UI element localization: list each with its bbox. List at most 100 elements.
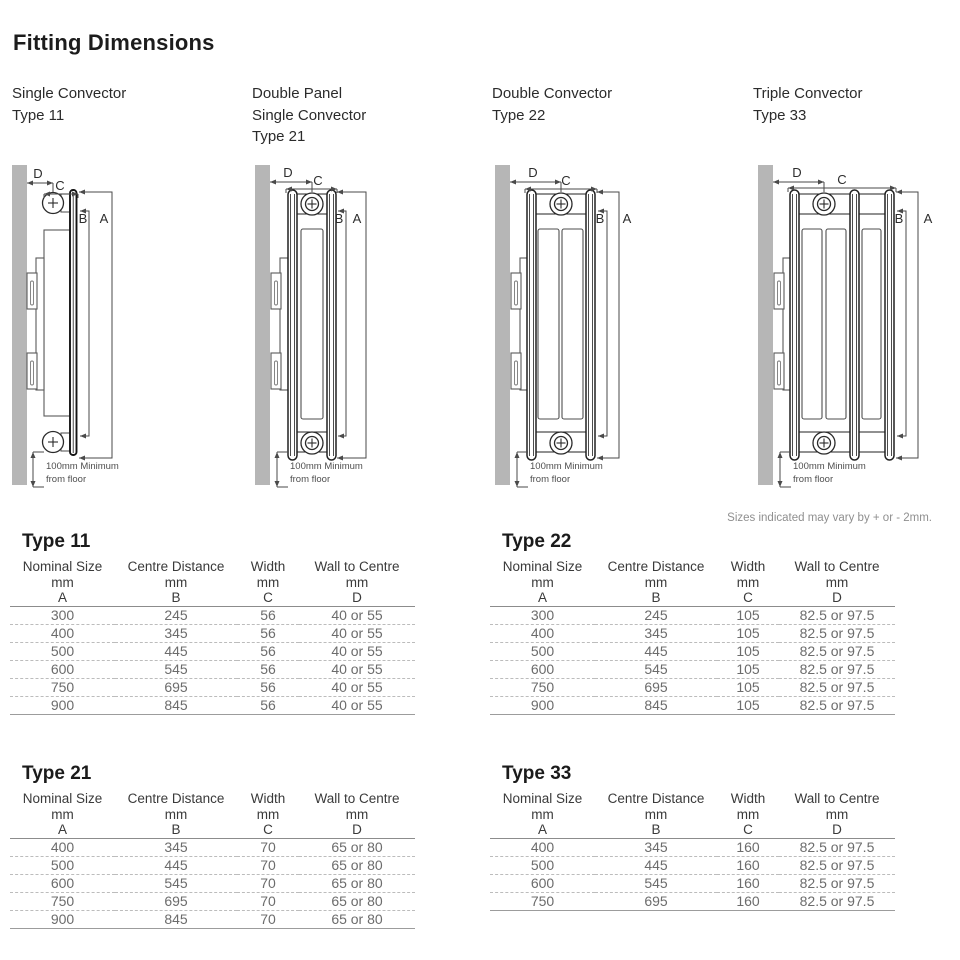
wall-bracket	[26, 229, 71, 417]
table-cell: 695	[595, 891, 717, 910]
table-cell: 900	[490, 695, 595, 714]
table-cell: 160	[717, 855, 779, 874]
col-header-nominal-size: Nominal Size mm A	[10, 791, 115, 839]
dimension-annotations: D C B A	[27, 166, 113, 461]
table-cell: 245	[644, 606, 668, 623]
radiator-panel	[326, 189, 337, 461]
floor-clearance: 100mm Minimum from floor	[274, 451, 363, 488]
table-cell: 56	[237, 623, 299, 642]
heading-line: Type 21	[252, 128, 306, 145]
table-cell: 445	[115, 855, 237, 874]
table-row: 750 695 160 82.5 or 97.5	[490, 891, 895, 910]
table-cell: 500	[10, 641, 115, 660]
table-cell: 40 or 55	[299, 641, 415, 660]
table-cell: 56	[237, 641, 299, 660]
floor-clearance: 100mm Minimum from floor	[777, 451, 866, 488]
tolerance-note: Sizes indicated may vary by + or - 2mm.	[727, 512, 932, 524]
table-row: 750 695 105 82.5 or 97.5	[490, 677, 895, 696]
table-cell: 545	[115, 873, 237, 892]
dim-label-a: A	[353, 211, 362, 226]
table-cell: 160	[736, 838, 760, 855]
table-cell: 40 or 55	[299, 677, 415, 696]
table-header: Nominal Size mm A Centre Distance mm B W…	[10, 559, 415, 607]
heading-type11: Single Convector Type 11	[12, 83, 126, 126]
table-cell: 445	[595, 855, 717, 874]
table-header: Nominal Size mm A Centre Distance mm B W…	[10, 791, 415, 839]
table-row: 600 545 105 82.5 or 97.5	[490, 659, 895, 678]
table-cell: 845	[595, 695, 717, 714]
heading-type22: Double Convector Type 22	[492, 83, 612, 126]
table-cell: 400	[50, 838, 75, 855]
col-header-width: Width mm C	[717, 559, 779, 607]
dimension-annotations: D C B A	[270, 165, 367, 461]
table-cell: 105	[717, 623, 779, 642]
table-body: 400 345 160 82.5 or 97.5 500 445 160 82.5 or 97…	[490, 838, 895, 910]
table-row: 750 695 70 65 or 80	[10, 891, 415, 910]
table-cell: 245	[164, 606, 188, 623]
table-cell: 105	[717, 695, 779, 714]
col-header-wall-to-centre: Wall to Centre mm D	[779, 791, 895, 839]
table-cell: 105	[717, 677, 779, 696]
table-row: 900 845 56 40 or 55	[10, 695, 415, 714]
table-cell: 105	[717, 641, 779, 660]
table-cell: 900	[10, 695, 115, 714]
convector-fin	[861, 228, 882, 420]
table-cell: 82.5 or 97.5	[779, 695, 895, 714]
diagram-type11: D C B A 100mm Minimum from floor	[12, 165, 119, 488]
table-cell: 82.5 or 97.5	[779, 623, 895, 642]
table-cell: 82.5 or 97.5	[779, 677, 895, 696]
table-cell: 500	[10, 855, 115, 874]
table-cell: 600	[10, 873, 115, 892]
table-row: 500 445 105 82.5 or 97.5	[490, 641, 895, 660]
col-header-width: Width mm C	[237, 791, 299, 839]
table-cell: 40 or 55	[331, 606, 383, 623]
table-cell: 500	[490, 855, 595, 874]
table-cell: 56	[237, 695, 299, 714]
table-cell: 445	[115, 641, 237, 660]
heading-line: Type 11	[12, 106, 65, 124]
table-row: 750 695 56 40 or 55	[10, 677, 415, 696]
table-cell: 400	[10, 623, 115, 642]
table-row: 400 345 160 82.5 or 97.5	[490, 838, 895, 856]
col-header-width: Width mm C	[717, 791, 779, 839]
col-header-centre-distance: Centre Distance mm B	[595, 791, 717, 839]
table-cell: 750	[490, 891, 595, 910]
floor-note-line2: from floor	[290, 474, 330, 485]
col-header-centre-distance: Centre Distance mm B	[115, 559, 237, 607]
table-row: 500 445 56 40 or 55	[10, 641, 415, 660]
table-cell: 750	[10, 891, 115, 910]
col-header-centre-distance: Centre Distance mm B	[595, 559, 717, 607]
convector-fin	[801, 228, 823, 420]
table-cell: 70	[237, 891, 299, 910]
wall-bracket	[773, 257, 792, 391]
table-header: Nominal Size mm A Centre Distance mm B W…	[490, 791, 895, 839]
table-row: 400 345 70 65 or 80	[10, 838, 415, 856]
table-title: Type 21	[22, 763, 92, 784]
table-cell: 750	[490, 677, 595, 696]
table-cell: 82.5 or 97.5	[779, 891, 895, 910]
heading-line: Type 33	[753, 106, 807, 124]
table-cell: 600	[10, 659, 115, 678]
table-cell: 845	[115, 695, 237, 714]
radiator-panel	[526, 189, 537, 461]
table-cell: 40 or 55	[299, 623, 415, 642]
wall	[495, 165, 510, 485]
table-cell: 400	[530, 838, 555, 855]
radiator-panel	[884, 189, 895, 461]
table-row: 400 345 56 40 or 55	[10, 623, 415, 642]
table-cell: 70	[237, 873, 299, 892]
table-row: 300 245 56 40 or 55	[10, 606, 415, 624]
table-cell: 82.5 or 97.5	[799, 838, 875, 855]
dimension-annotations: D C B A	[773, 165, 933, 461]
heading-type33: Triple Convector Type 33	[753, 83, 862, 126]
table-cell: 695	[595, 677, 717, 696]
table-body: 400 345 70 65 or 80 500 445 70 65 or 80 600 545 70…	[10, 838, 415, 928]
dim-label-b: B	[895, 211, 904, 226]
table-cell: 56	[237, 659, 299, 678]
dim-label-a: A	[623, 211, 632, 226]
radiator-body	[287, 189, 337, 461]
dimension-annotations: D C B A	[510, 165, 632, 461]
table-cell: 545	[115, 659, 237, 678]
heading-line: Double Panel	[252, 85, 343, 102]
table-cell: 56	[237, 677, 299, 696]
